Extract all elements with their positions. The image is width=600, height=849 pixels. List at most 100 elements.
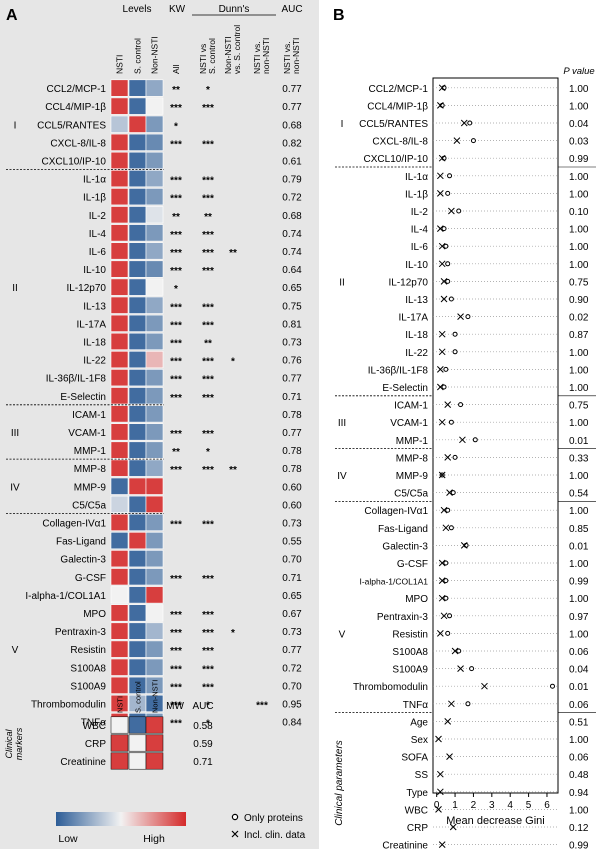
kw-significance: ***	[170, 700, 182, 711]
heatmap-cell	[110, 79, 129, 97]
heatmap-cell	[145, 676, 164, 694]
pvalue: 0.02	[569, 313, 589, 324]
auc-value: 0.81	[282, 319, 302, 330]
dunns-significance: ***	[202, 465, 214, 476]
marker-label: Pentraxin-3	[55, 627, 107, 638]
auc-value: 0.82	[282, 138, 302, 149]
kw-significance: ***	[170, 357, 182, 368]
only-proteins-marker	[448, 525, 454, 531]
auc-value: 0.74	[282, 247, 302, 258]
pvalue: 0.10	[569, 207, 589, 218]
heatmap-cell	[128, 350, 147, 369]
marker-label: IL-1α	[83, 175, 106, 186]
marker-label: G-CSF	[75, 573, 106, 584]
pvalue: 0.75	[569, 277, 589, 288]
marker-label: Fas-Ligand	[56, 537, 106, 548]
clinical-heatmap-cell	[128, 716, 147, 734]
heatmap-cell	[110, 495, 129, 513]
heatmap-cell	[128, 658, 147, 676]
x-tick-label: 1	[452, 800, 458, 811]
kw-significance: **	[172, 212, 180, 223]
dunns-significance: ***	[202, 628, 214, 639]
variable-label: Type	[406, 788, 428, 799]
pvalue-header: P value	[563, 66, 594, 77]
clin-data-marker	[446, 753, 453, 760]
clin-data-marker	[444, 401, 452, 408]
heatmap-cell	[145, 513, 164, 532]
marker-label: IL-12p70	[67, 283, 107, 294]
variable-label: IL-1β	[405, 189, 428, 200]
pvalue: 0.04	[569, 119, 589, 130]
marker-label: CCL4/MIP-1β	[45, 102, 106, 113]
heatmap-cell	[145, 242, 164, 260]
dunns-significance: ***	[202, 176, 214, 187]
clin-data-marker	[436, 630, 444, 637]
marker-label: CXCL-8/IL-8	[50, 138, 106, 149]
kw-significance: ***	[170, 465, 182, 476]
variable-label: IL-36β/IL-1F8	[368, 365, 429, 376]
pvalue: 1.00	[569, 594, 589, 605]
group-label-b: V	[339, 629, 346, 640]
heatmap-cell	[145, 206, 164, 224]
variable-label: G-CSF	[397, 559, 428, 570]
marker-label: C5/C5a	[72, 500, 106, 511]
only-proteins-marker	[456, 648, 462, 654]
pvalue: 0.06	[569, 700, 589, 711]
kw-significance: ***	[170, 610, 182, 621]
pvalue: 1.00	[569, 260, 589, 271]
heatmap-cell	[110, 676, 129, 694]
variable-label: C5/C5a	[394, 489, 428, 500]
heatmap-cell	[128, 206, 147, 224]
variable-label: IL-17A	[399, 313, 429, 324]
kw-significance: ***	[170, 302, 182, 313]
only-proteins-marker	[452, 331, 458, 337]
auc-value: 0.79	[282, 175, 302, 186]
only-proteins-marker	[443, 595, 449, 601]
heatmap-cell	[110, 151, 129, 169]
pvalue: 0.54	[569, 489, 589, 500]
variable-label: CXCL10/IP-10	[364, 154, 429, 165]
variable-label: Creatinine	[382, 841, 428, 849]
heatmap-cell	[110, 206, 129, 224]
heatmap-cell	[145, 115, 164, 133]
only-proteins-marker	[458, 402, 464, 408]
clinical-heatmap-cell	[110, 752, 129, 770]
heatmap-cell	[128, 495, 147, 513]
kw-significance: ***	[170, 429, 182, 440]
dunns-significance: ***	[202, 266, 214, 277]
kw-significance: ***	[170, 628, 182, 639]
kw-significance: ***	[170, 230, 182, 241]
heatmap-cell	[110, 278, 129, 296]
marker-label: Galectin-3	[60, 555, 106, 566]
heatmap-cell	[145, 586, 164, 604]
clinical-heatmap-cell	[145, 752, 164, 770]
marker-label: MMP-8	[74, 464, 107, 475]
variable-label: MPO	[405, 594, 428, 605]
clin-data-marker	[481, 682, 488, 690]
pvalue: 0.03	[569, 137, 589, 148]
header-dunns: Dunn's	[219, 4, 250, 15]
clin-data-marker	[438, 577, 446, 584]
dunns-col-header: non-NSTI	[261, 38, 271, 74]
heatmap-cell	[110, 97, 129, 115]
kw-significance: ***	[170, 682, 182, 693]
heatmap-cell	[128, 369, 147, 387]
clinical-marker-label: Creatinine	[60, 757, 106, 768]
variable-label: TNFα	[403, 700, 428, 711]
heatmap-cell	[128, 115, 147, 133]
x-tick-label: 2	[471, 800, 477, 811]
pvalue: 0.01	[569, 541, 589, 552]
only-proteins-marker	[450, 490, 456, 496]
variable-label: S100A9	[392, 665, 428, 676]
auc-value: 0.60	[282, 482, 302, 493]
dunns-significance: ***	[202, 664, 214, 675]
pvalue: 0.97	[569, 612, 589, 623]
only-proteins-marker	[456, 208, 462, 214]
heatmap-cell	[128, 188, 147, 206]
marker-label: MPO	[83, 609, 106, 620]
marker-label: IL-22	[83, 356, 106, 367]
only-proteins-marker	[448, 419, 454, 425]
legend-only-proteins: Only proteins	[244, 813, 303, 824]
clin-data-marker	[438, 471, 446, 479]
pvalue: 0.33	[569, 453, 589, 464]
